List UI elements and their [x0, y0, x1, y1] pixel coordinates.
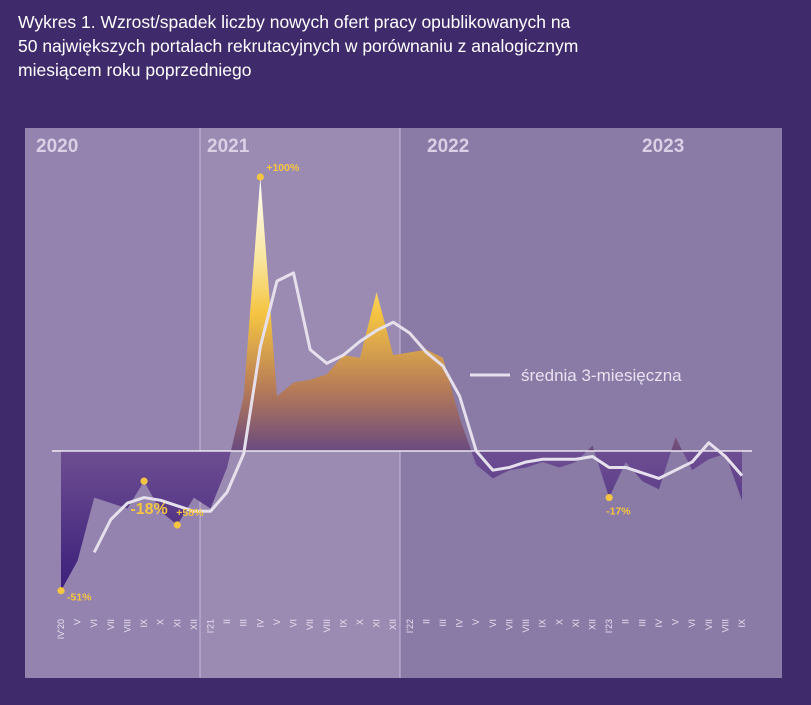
x-tick-label: V	[272, 619, 282, 625]
x-tick-label: V	[73, 619, 83, 625]
x-tick-label: VII	[504, 619, 514, 630]
annotation-dot-4	[140, 477, 148, 485]
x-tick-label: II	[222, 619, 232, 624]
title-line-2: 50 największych portalach rekrutacyjnych…	[18, 36, 579, 56]
chart-title: Wykres 1. Wzrost/spadek liczby nowych of…	[18, 10, 798, 82]
x-tick-label: I'23	[604, 619, 614, 633]
x-tick-label: VIII	[720, 619, 730, 633]
x-tick-label: VI	[687, 619, 697, 628]
area-positive	[61, 177, 742, 451]
annotation-dot-2	[173, 521, 181, 529]
x-tick-label: X	[156, 619, 166, 625]
annotation-dot-1	[256, 173, 264, 181]
x-tick-label: VIII	[322, 619, 332, 633]
x-tick-label: VII	[704, 619, 714, 630]
x-tick-label: VIII	[521, 619, 531, 633]
x-tick-label: IV'20	[56, 619, 66, 639]
year-label-2023: 2023	[642, 136, 684, 157]
annotation-label-2: +58%	[176, 507, 204, 519]
legend-label: średnia 3-miesięczna	[521, 366, 682, 385]
x-tick-label: V	[671, 619, 681, 625]
x-tick-label: IX	[538, 619, 548, 628]
x-tick-label: IX	[338, 619, 348, 628]
annotation-label-4: -18%	[130, 501, 167, 518]
year-label-2022: 2022	[427, 136, 469, 157]
x-tick-label: VI	[289, 619, 299, 628]
year-label-2020: 2020	[36, 136, 78, 157]
x-tick-label: XI	[571, 619, 581, 628]
x-tick-label: IX	[139, 619, 149, 628]
x-tick-label: X	[355, 619, 365, 625]
x-tick-label: IX	[737, 619, 747, 628]
x-tick-label: III	[637, 619, 647, 627]
title-line-3: miesiącem roku poprzedniego	[18, 60, 252, 80]
x-tick-label: VII	[106, 619, 116, 630]
x-tick-label: VII	[305, 619, 315, 630]
x-tick-label: II	[421, 619, 431, 624]
annotation-dot-3	[605, 493, 613, 502]
x-tick-label: XII	[189, 619, 199, 630]
x-tick-label: IV	[455, 619, 465, 628]
x-tick-label: III	[438, 619, 448, 627]
x-tick-label: VI	[89, 619, 99, 628]
panel-2020	[25, 128, 200, 678]
x-tick-label: I'22	[405, 619, 415, 633]
x-tick-label: X	[554, 619, 564, 625]
annotation-label-1: +100%	[266, 162, 300, 174]
x-tick-label: IV	[654, 619, 664, 628]
x-tick-label: XI	[372, 619, 382, 628]
year-label-2021: 2021	[207, 136, 250, 157]
x-tick-label: XII	[588, 619, 598, 630]
title-line-1: Wykres 1. Wzrost/spadek liczby nowych of…	[18, 12, 571, 32]
x-tick-label: VI	[488, 619, 498, 628]
x-tick-label: IV	[255, 619, 265, 628]
x-tick-label: XII	[388, 619, 398, 630]
x-tick-label: I'21	[205, 619, 215, 633]
annotation-label-3: -17%	[606, 506, 631, 518]
x-tick-label: III	[239, 619, 249, 627]
x-tick-label: VIII	[122, 619, 132, 633]
x-tick-label: V	[471, 619, 481, 625]
annotation-label-0: -51%	[67, 592, 92, 604]
x-tick-label: XI	[172, 619, 182, 628]
area-negative	[61, 451, 742, 591]
annotation-dot-0	[57, 587, 65, 595]
series-line-3m-average	[92, 271, 744, 554]
x-tick-label: II	[621, 619, 631, 624]
